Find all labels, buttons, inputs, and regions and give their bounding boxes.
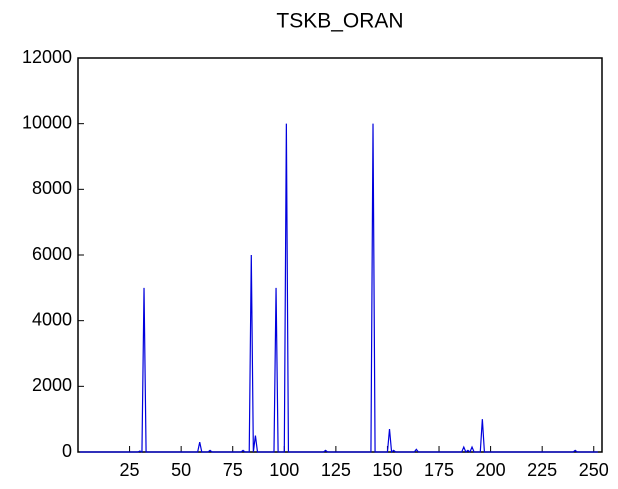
x-tick-label: 175	[424, 460, 454, 480]
x-tick-label: 125	[321, 460, 351, 480]
x-tick-label: 50	[171, 460, 191, 480]
chart-title: TSKB_ORAN	[276, 10, 403, 33]
y-tick-label: 12000	[22, 47, 72, 67]
y-tick-label: 6000	[32, 244, 72, 264]
x-tick-label: 250	[579, 460, 609, 480]
y-tick-label: 4000	[32, 309, 72, 329]
x-tick-label: 200	[476, 460, 506, 480]
x-tick-label: 100	[269, 460, 299, 480]
x-tick-label: 75	[223, 460, 243, 480]
y-tick-label: 10000	[22, 112, 72, 132]
x-tick-label: 150	[372, 460, 402, 480]
y-tick-label: 8000	[32, 178, 72, 198]
x-tick-label: 25	[120, 460, 140, 480]
x-tick-label: 225	[527, 460, 557, 480]
series-line	[80, 123, 598, 454]
plot-frame	[77, 57, 603, 453]
y-tick-label: 0	[62, 441, 72, 461]
y-tick-label: 2000	[32, 375, 72, 395]
